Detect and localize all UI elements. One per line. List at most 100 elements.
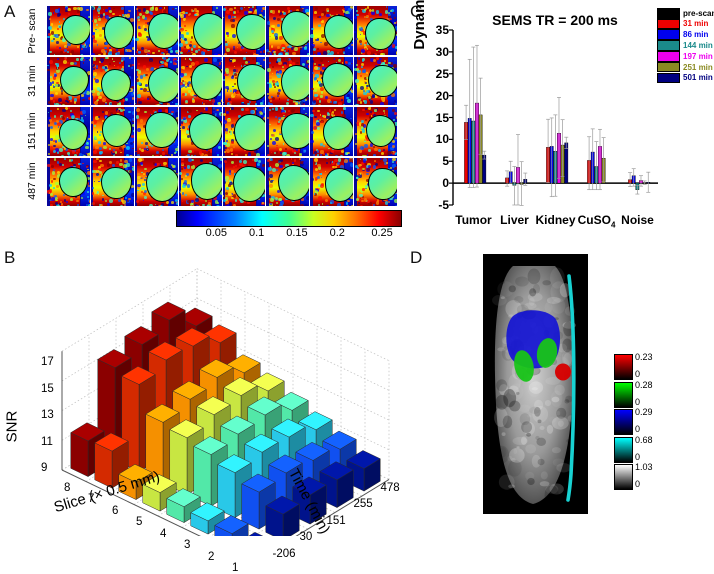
- speckle: [247, 103, 249, 105]
- speckle: [89, 44, 90, 47]
- speckle: [109, 161, 112, 164]
- speckle: [355, 179, 357, 181]
- speckle: [223, 79, 225, 81]
- speckle: [355, 79, 359, 83]
- speckle: [107, 203, 110, 206]
- speckle: [131, 93, 133, 95]
- panel-c-bars: [453, 30, 658, 205]
- speckle: [347, 152, 350, 155]
- speckle: [355, 165, 358, 168]
- speckle: [351, 205, 353, 206]
- tumor-roi-outline: [59, 119, 88, 149]
- speckle: [243, 160, 247, 164]
- speckle: [137, 91, 138, 92]
- speckle: [217, 202, 219, 204]
- tissue-texture: [494, 488, 507, 499]
- speckle: [343, 8, 345, 10]
- speckle: [123, 109, 125, 111]
- speckle: [226, 48, 230, 52]
- speckle: [121, 60, 123, 62]
- speckle: [318, 104, 322, 105]
- tissue-texture: [534, 407, 541, 417]
- tissue-texture: [550, 281, 567, 302]
- panel-c-y-tick: 25: [423, 67, 449, 81]
- panel-c-legend-swatch: [657, 8, 680, 19]
- speckle: [348, 62, 351, 65]
- speckle: [252, 58, 254, 60]
- panel-c-y-tick: 0: [423, 176, 449, 190]
- speckle: [193, 45, 196, 48]
- speckle: [218, 102, 221, 105]
- speckle: [95, 137, 97, 139]
- panel-d-colorbar-max-label: 0.68: [635, 435, 653, 445]
- speckle: [150, 60, 152, 62]
- panel-a-colorbar-tick: 0.05: [206, 227, 227, 239]
- speckle: [314, 11, 317, 14]
- speckle: [179, 43, 183, 47]
- speckle: [177, 99, 178, 101]
- speckle: [98, 54, 101, 55]
- speckle: [153, 110, 155, 112]
- speckle: [53, 150, 56, 153]
- speckle: [117, 103, 121, 105]
- speckle: [53, 85, 55, 87]
- speckle: [231, 141, 234, 144]
- speckle: [221, 100, 222, 102]
- speckle: [317, 48, 319, 50]
- speckle: [191, 9, 194, 12]
- panel-c-legend-swatch: [657, 40, 680, 51]
- speckle: [92, 64, 95, 67]
- tissue-texture: [553, 459, 565, 467]
- speckle: [144, 148, 146, 150]
- speckle: [191, 205, 195, 206]
- speckle: [50, 177, 52, 179]
- speckle: [179, 172, 182, 175]
- speckle: [348, 12, 350, 14]
- tumor-roi-outline: [322, 63, 353, 97]
- speckle: [316, 122, 320, 126]
- tissue-texture: [566, 439, 570, 443]
- speckle: [322, 203, 323, 204]
- speckle: [48, 12, 51, 15]
- speckle: [120, 152, 122, 154]
- panel-d-mri-image: [483, 254, 588, 514]
- tissue-texture: [515, 276, 529, 286]
- speckle: [271, 134, 274, 137]
- speckle: [292, 52, 295, 54]
- tissue-texture: [514, 296, 523, 303]
- speckle: [213, 108, 216, 111]
- speckle: [295, 102, 298, 105]
- speckle: [337, 203, 341, 206]
- speckle: [143, 8, 146, 11]
- speckle: [137, 82, 140, 85]
- speckle: [268, 201, 270, 203]
- speckle: [63, 60, 67, 64]
- panel-a-slice-image: [91, 107, 134, 156]
- speckle: [77, 46, 79, 48]
- speckle: [82, 110, 86, 114]
- tissue-texture: [545, 400, 551, 406]
- panel-b-slice-tick: 6: [112, 505, 118, 517]
- speckle: [349, 159, 353, 163]
- tumor-roi-outline: [62, 15, 90, 45]
- speckle: [217, 109, 219, 111]
- speckle: [214, 53, 218, 55]
- speckle: [181, 66, 185, 70]
- speckle: [70, 198, 73, 201]
- speckle: [264, 101, 265, 103]
- speckle: [314, 66, 318, 70]
- speckle: [109, 51, 112, 54]
- speckle: [327, 113, 330, 116]
- speckle: [357, 204, 359, 206]
- speckle: [366, 15, 368, 17]
- speckle: [394, 151, 396, 153]
- speckle: [393, 12, 395, 14]
- speckle: [115, 53, 117, 54]
- speckle: [191, 48, 193, 50]
- tissue-texture: [508, 484, 515, 488]
- speckle: [387, 97, 389, 99]
- panel-c-y-tick: 20: [423, 89, 449, 103]
- speckle: [138, 9, 141, 12]
- speckle: [233, 204, 236, 206]
- speckle: [59, 21, 60, 22]
